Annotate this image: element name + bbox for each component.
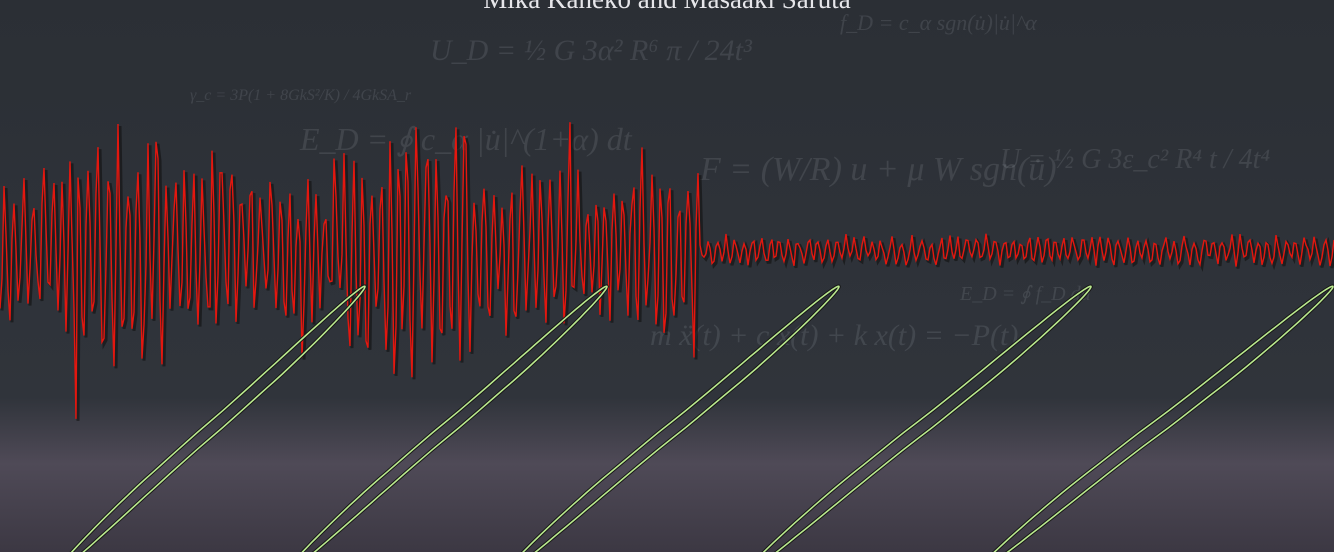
formula: m ẍ(t) + c ẋ(t) + k x(t) = −P(t) — [650, 319, 1018, 352]
formula: U = ½ G 3ε_c² R⁴ t / 4t⁴ — [1000, 144, 1270, 175]
loop — [70, 285, 366, 552]
authors: Mika Kaneko and Masaaki Saruta — [483, 0, 850, 14]
waveform-line — [0, 122, 1334, 419]
waveform — [0, 122, 1334, 421]
formula: E_D = ∮ f_D du — [959, 283, 1091, 305]
loop — [522, 285, 840, 552]
loop — [762, 285, 1092, 552]
loop — [993, 285, 1334, 552]
formula: f_D = c_α sgn(u̇)|u̇|^α — [840, 10, 1037, 35]
hysteresis-loops — [69, 284, 1334, 552]
formula: γ_c = 3P(1 + 8GkS²/K) / 4GkSA_r — [190, 87, 412, 104]
formula: F = (W/R) u + μ W sgn(u̇) — [699, 151, 1057, 188]
waveform-shadow — [0, 124, 1334, 421]
loop — [301, 285, 608, 552]
formula-layer: m ẍ(t) + c ẋ(t) + k x(t) = −P(t) F = (W/R… — [190, 10, 1270, 352]
formula: U_D = ½ G 3α² R⁶ π / 24t³ — [430, 34, 753, 67]
